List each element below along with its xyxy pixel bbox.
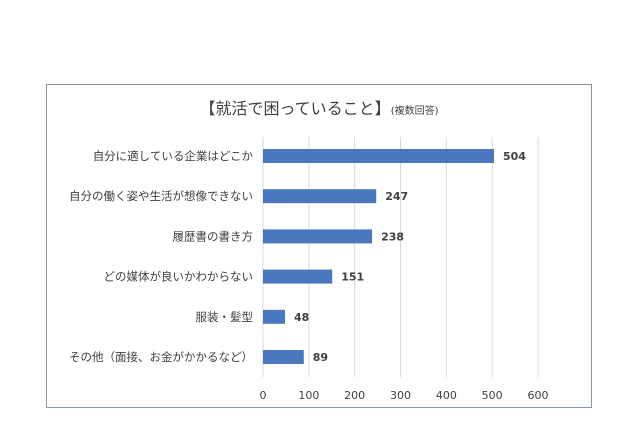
x-tick-label: 200 xyxy=(344,389,365,402)
data-label: 151 xyxy=(341,271,364,284)
category-label: その他（面接、お金がかかるなど） xyxy=(69,350,253,364)
data-label: 238 xyxy=(381,230,404,243)
bar xyxy=(263,309,285,324)
bar xyxy=(263,189,377,204)
data-label: 504 xyxy=(503,150,526,163)
chart-title: 【就活で困っていること】 xyxy=(199,99,391,118)
chart-title-block: 【就活で困っていること】(複数回答) xyxy=(47,95,591,119)
category-label: 自分の働く姿や生活が想像できない xyxy=(69,189,253,203)
category-label: 履歴書の書き方 xyxy=(173,229,254,243)
data-label: 89 xyxy=(313,351,328,364)
x-tick-label: 600 xyxy=(528,389,549,402)
data-label: 247 xyxy=(385,190,408,203)
data-label: 48 xyxy=(294,311,309,324)
bar xyxy=(263,229,373,244)
x-tick-label: 300 xyxy=(390,389,411,402)
bar xyxy=(263,149,494,163)
x-tick-label: 400 xyxy=(436,389,457,402)
chart-subtitle: (複数回答) xyxy=(390,106,439,117)
chart-frame: 【就活で困っていること】(複数回答) xyxy=(46,84,592,408)
bar xyxy=(263,269,333,284)
bar xyxy=(263,350,304,364)
category-label: 服装・髪型 xyxy=(196,310,254,324)
x-tick-label: 0 xyxy=(260,389,267,402)
category-label: どの媒体が良いかわからない xyxy=(104,270,254,284)
x-tick-label: 100 xyxy=(298,389,319,402)
x-tick-label: 500 xyxy=(482,389,503,402)
category-label: 自分に適している企業はどこか xyxy=(93,149,254,163)
